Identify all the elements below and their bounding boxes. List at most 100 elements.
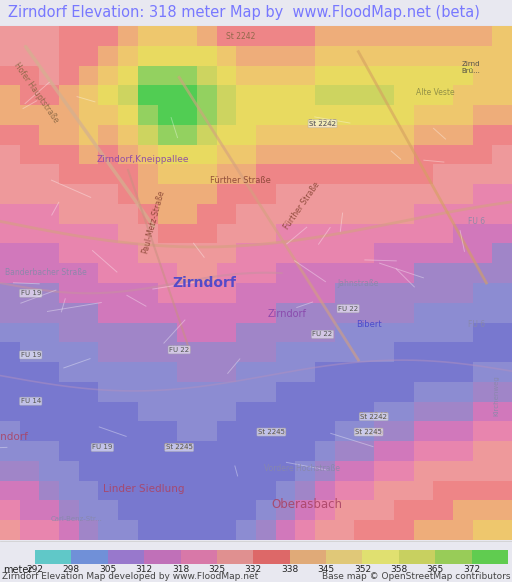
- Bar: [0, 441, 19, 461]
- Bar: [493, 441, 512, 461]
- Bar: [158, 144, 177, 164]
- Bar: [138, 342, 158, 362]
- Bar: [335, 164, 354, 184]
- Bar: [217, 303, 237, 322]
- Text: 318: 318: [172, 565, 189, 574]
- Bar: [138, 26, 158, 46]
- Bar: [59, 461, 79, 481]
- Bar: [315, 362, 335, 382]
- Bar: [79, 342, 98, 362]
- Bar: [256, 184, 275, 204]
- Bar: [0, 164, 19, 184]
- Bar: [19, 382, 39, 402]
- Bar: [0, 421, 19, 441]
- Bar: [335, 243, 354, 263]
- Bar: [414, 342, 433, 362]
- Bar: [253, 550, 290, 564]
- Bar: [39, 441, 59, 461]
- Text: eichendorf: eichendorf: [0, 432, 28, 442]
- Bar: [374, 303, 394, 322]
- Bar: [118, 184, 138, 204]
- Bar: [275, 223, 295, 243]
- Bar: [335, 342, 354, 362]
- Bar: [354, 283, 374, 303]
- Text: Jahnstraße: Jahnstraße: [338, 279, 379, 288]
- Bar: [453, 481, 473, 501]
- Bar: [197, 66, 217, 86]
- Bar: [59, 303, 79, 322]
- Bar: [197, 164, 217, 184]
- Bar: [0, 26, 19, 46]
- Bar: [177, 441, 197, 461]
- Text: FU 19: FU 19: [92, 443, 113, 452]
- Text: Zirndorf: Zirndorf: [173, 276, 237, 290]
- Bar: [19, 144, 39, 164]
- Bar: [59, 322, 79, 342]
- Bar: [362, 550, 399, 564]
- Text: FU 14: FU 14: [20, 397, 41, 406]
- Bar: [59, 520, 79, 540]
- Bar: [59, 204, 79, 223]
- Text: meter: meter: [4, 565, 33, 575]
- Bar: [39, 184, 59, 204]
- Bar: [217, 550, 253, 564]
- Bar: [237, 243, 256, 263]
- Bar: [374, 263, 394, 283]
- Bar: [295, 184, 315, 204]
- Bar: [138, 263, 158, 283]
- Bar: [138, 144, 158, 164]
- Bar: [394, 501, 414, 520]
- Bar: [39, 243, 59, 263]
- Text: Carl-Benz-Str...: Carl-Benz-Str...: [51, 516, 103, 523]
- Bar: [335, 46, 354, 66]
- Bar: [158, 223, 177, 243]
- Bar: [39, 46, 59, 66]
- Bar: [335, 204, 354, 223]
- Bar: [433, 105, 453, 125]
- Bar: [315, 441, 335, 461]
- Bar: [158, 243, 177, 263]
- Bar: [315, 382, 335, 402]
- Bar: [256, 105, 275, 125]
- Bar: [275, 520, 295, 540]
- Bar: [275, 342, 295, 362]
- Bar: [181, 550, 217, 564]
- Bar: [453, 283, 473, 303]
- Bar: [118, 382, 138, 402]
- Bar: [19, 421, 39, 441]
- Bar: [453, 263, 473, 283]
- Bar: [118, 402, 138, 421]
- Bar: [177, 204, 197, 223]
- Bar: [453, 125, 473, 144]
- Bar: [315, 461, 335, 481]
- Bar: [39, 461, 59, 481]
- Bar: [177, 46, 197, 66]
- Text: 358: 358: [390, 565, 408, 574]
- Bar: [335, 184, 354, 204]
- Bar: [295, 243, 315, 263]
- Bar: [256, 26, 275, 46]
- Bar: [79, 164, 98, 184]
- Bar: [354, 441, 374, 461]
- Bar: [295, 520, 315, 540]
- Text: St 2242: St 2242: [309, 120, 336, 127]
- Bar: [295, 86, 315, 105]
- Bar: [138, 184, 158, 204]
- Bar: [237, 303, 256, 322]
- Bar: [493, 223, 512, 243]
- Bar: [79, 501, 98, 520]
- Bar: [354, 362, 374, 382]
- Bar: [433, 520, 453, 540]
- Text: St 2245: St 2245: [354, 428, 383, 436]
- Bar: [493, 382, 512, 402]
- Bar: [414, 184, 433, 204]
- Bar: [197, 86, 217, 105]
- Bar: [144, 550, 181, 564]
- Bar: [39, 86, 59, 105]
- Bar: [453, 204, 473, 223]
- Bar: [493, 86, 512, 105]
- Bar: [79, 441, 98, 461]
- Bar: [79, 303, 98, 322]
- Bar: [394, 144, 414, 164]
- Bar: [354, 402, 374, 421]
